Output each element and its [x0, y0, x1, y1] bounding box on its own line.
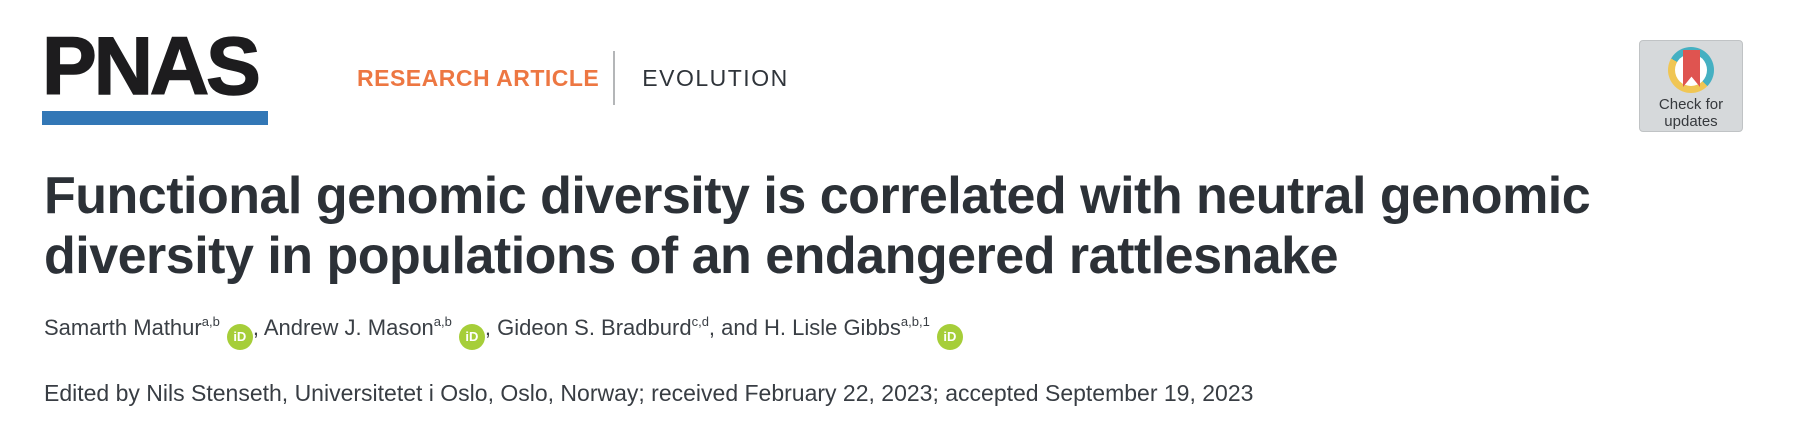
author-affiliations: c,d [691, 313, 709, 329]
author-separator: , and [708, 315, 764, 340]
orcid-icon[interactable]: iD [936, 324, 963, 350]
section-divider [613, 51, 616, 105]
author-separator: , [484, 315, 498, 340]
article-meta-row: RESEARCH ARTICLE EVOLUTION [357, 50, 789, 106]
orcid-icon-label: iD [943, 329, 957, 344]
article-title: Functional genomic diversity is correlat… [44, 166, 1774, 286]
pnas-logo[interactable]: PNAS [41, 21, 268, 125]
pnas-logo-text: PNAS [41, 21, 261, 112]
section-link-evolution[interactable]: EVOLUTION [642, 64, 789, 91]
author-separator: , [252, 315, 264, 340]
orcid-icon-label: iD [233, 329, 247, 344]
check-for-updates-line2: updates [1664, 113, 1718, 130]
author-affiliations: a,b [433, 313, 452, 329]
check-for-updates-label: Check for updates [1640, 96, 1742, 130]
article-title-line1: Functional genomic diversity is correlat… [44, 167, 1591, 225]
article-type-label: RESEARCH ARTICLE [357, 64, 600, 91]
author-name: Andrew J. Mason [263, 315, 434, 340]
orcid-icon-label: iD [465, 329, 479, 344]
author-name: Gideon S. Bradburd [497, 315, 692, 340]
author-name: Samarth Mathur [44, 315, 202, 340]
editor-dates-line: Edited by Nils Stenseth, Universitetet i… [44, 380, 1254, 406]
crossmark-ring-icon [1668, 47, 1714, 93]
pnas-logo-underline [42, 111, 268, 125]
author-list: Samarth Mathura,b iD, Andrew J. Masona,b i… [44, 312, 1744, 350]
check-for-updates-line1: Check for [1658, 96, 1724, 113]
article-title-line2: diversity in populations of an endangere… [44, 227, 1339, 285]
orcid-icon[interactable]: iD [458, 324, 485, 350]
author-affiliations: a,b,1 [900, 313, 930, 329]
check-for-updates-badge[interactable]: Check for updates [1639, 40, 1743, 132]
bookmark-icon [1683, 50, 1700, 87]
author-name: H. Lisle Gibbs [763, 315, 901, 340]
author-affiliations: a,b [201, 313, 220, 329]
orcid-icon[interactable]: iD [226, 324, 253, 350]
